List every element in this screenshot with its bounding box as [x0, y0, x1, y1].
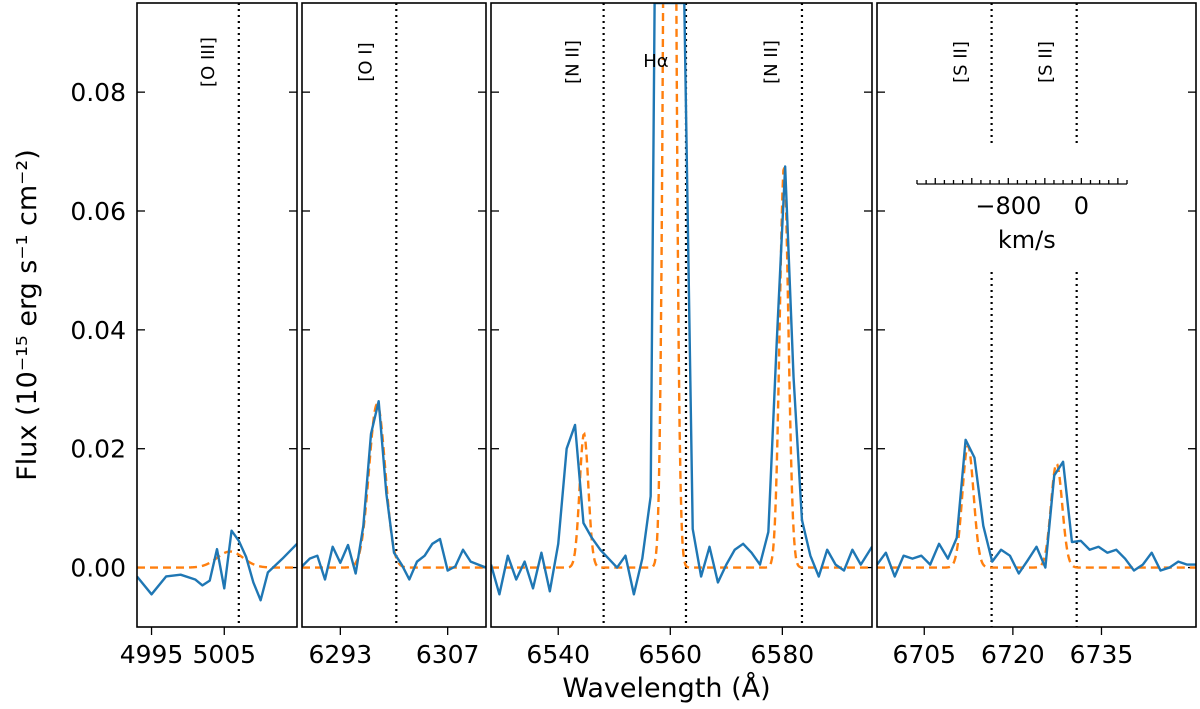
line-label: [O I] — [355, 42, 376, 81]
model-fit — [491, 3, 872, 569]
inset-tick-label: 0 — [1074, 192, 1089, 220]
x-tick-label: 6540 — [526, 640, 590, 669]
panel-frame — [490, 2, 873, 628]
x-tick-label: 6560 — [638, 640, 702, 669]
line-label: [S II] — [1036, 41, 1057, 83]
observed-spectrum — [302, 399, 486, 581]
panel-4: 6705 6720 6735 [S II] [S II] — [876, 2, 1197, 669]
panel-1: 4995 5005 [O III] — [120, 2, 298, 669]
x-tick-label: 6580 — [751, 640, 815, 669]
inset-xlabel: km/s — [998, 226, 1056, 254]
x-axis-label: Wavelength (Å) — [562, 672, 770, 704]
y-tick-label: 0.08 — [70, 78, 126, 107]
line-label: [N II] — [563, 40, 584, 84]
x-tick-label: 6735 — [1070, 640, 1134, 669]
model-fit — [877, 443, 1196, 569]
x-tick-label: 6705 — [892, 640, 956, 669]
line-label: Hα — [643, 51, 668, 72]
velocity-inset: −800 0 km/s — [916, 178, 1128, 254]
y-axis: 0.00 0.02 0.04 0.06 0.08 — [70, 78, 126, 582]
panel-frame — [136, 2, 298, 628]
x-tick-label: 4995 — [120, 640, 184, 669]
panels: 4995 5005 [O III] 6293 6307 [O I] 6540 6560 6580… — [120, 2, 1197, 669]
x-tick-label: 6720 — [981, 640, 1045, 669]
panel-frame — [876, 2, 1197, 628]
y-tick-label: 0.06 — [70, 197, 126, 226]
model-fit — [302, 402, 486, 569]
line-label: [S II] — [951, 41, 972, 83]
observed-spectrum — [491, 3, 872, 596]
panel-2: 6293 6307 [O I] — [301, 2, 487, 669]
y-tick-label: 0.00 — [70, 554, 126, 583]
observed-spectrum — [137, 529, 297, 602]
x-tick-label: 6307 — [416, 640, 480, 669]
x-tick-label: 6293 — [309, 640, 373, 669]
observed-spectrum — [877, 438, 1196, 578]
y-tick-label: 0.02 — [70, 435, 126, 464]
inset-tick-label: −800 — [975, 192, 1041, 220]
x-tick-label: 5005 — [192, 640, 256, 669]
line-label: [O III] — [198, 37, 219, 87]
model-fit — [137, 550, 297, 569]
panel-frame — [301, 2, 487, 628]
y-tick-label: 0.04 — [70, 316, 126, 345]
panel-3: 6540 6560 6580 [N II] Hα [N II] — [490, 2, 873, 669]
y-axis-label: Flux (10⁻¹⁵ erg s⁻¹ cm⁻²) — [12, 149, 43, 481]
line-label: [N II] — [761, 40, 782, 84]
